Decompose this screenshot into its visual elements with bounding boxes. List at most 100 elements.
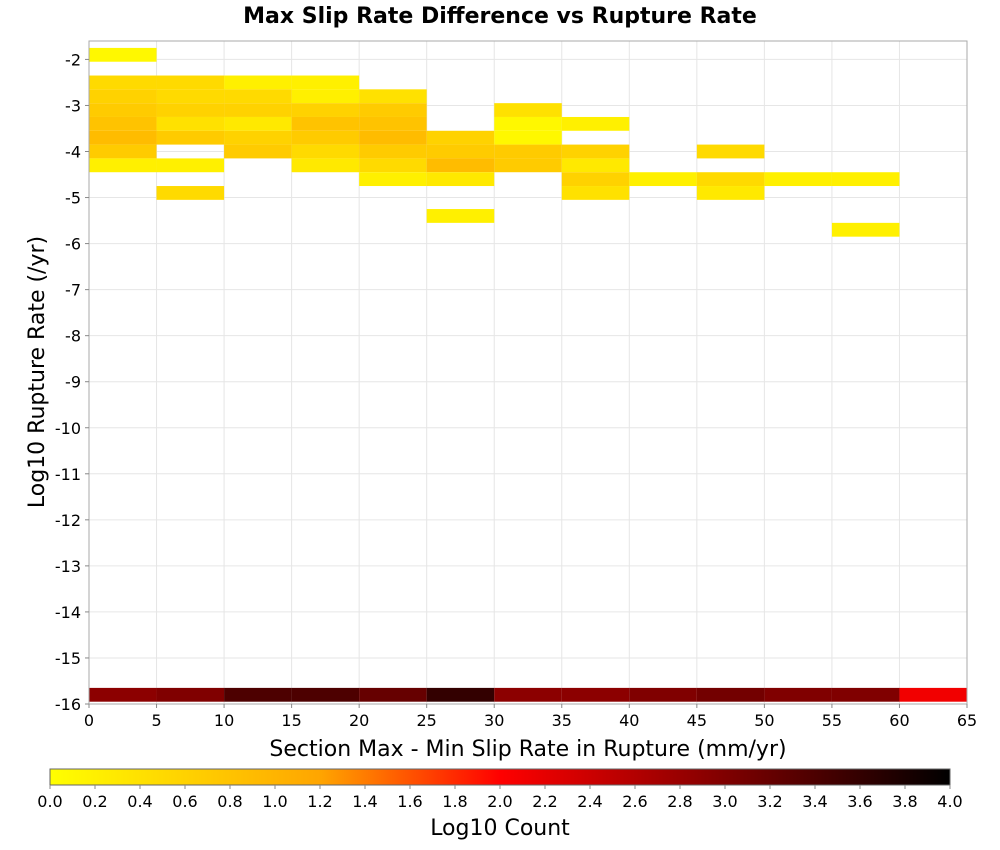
colorbar-tick-label: 2.0	[487, 792, 512, 811]
y-tick-label: -13	[55, 557, 81, 576]
heatmap-cell	[494, 687, 562, 702]
heatmap-cell	[156, 103, 225, 117]
colorbar-tick-label: 2.4	[577, 792, 602, 811]
heatmap-cell	[764, 687, 832, 702]
heatmap-cell	[629, 172, 697, 187]
plot-border	[88, 40, 968, 705]
heatmap-cell	[359, 144, 427, 159]
colorbar-tick-label: 0.6	[172, 792, 197, 811]
heatmap-cell	[696, 172, 765, 187]
x-tick-label: 60	[889, 711, 909, 730]
x-tick-label: 35	[552, 711, 572, 730]
x-tick-label: 50	[754, 711, 774, 730]
y-tick-label: -9	[65, 373, 81, 392]
colorbar-tick-label: 1.0	[262, 792, 287, 811]
heatmap-cell	[291, 75, 360, 90]
x-tick-label: 55	[822, 711, 842, 730]
heatmap-cell	[291, 130, 360, 145]
heatmap-cell	[831, 687, 900, 702]
heatmap-cell	[561, 172, 630, 187]
colorbar-tick-label: 3.8	[892, 792, 917, 811]
heatmap-cell	[494, 103, 562, 117]
heatmap-cell	[494, 116, 562, 131]
heatmap-cell	[561, 186, 630, 200]
y-tick-label: -4	[65, 143, 81, 162]
heatmap-cell	[89, 130, 157, 145]
heatmap-cell	[359, 172, 427, 187]
heatmap-cell	[359, 103, 427, 117]
heatmap-cell	[494, 158, 562, 173]
heatmap-cell	[359, 158, 427, 173]
colorbar-label: Log10 Count	[430, 816, 570, 841]
x-tick-label: 10	[214, 711, 234, 730]
colorbar-tick-label: 1.6	[397, 792, 422, 811]
y-tick-label: -2	[65, 50, 81, 69]
heatmap-cell	[291, 89, 360, 104]
x-tick-label: 25	[417, 711, 437, 730]
heatmap-cell	[359, 116, 427, 131]
colorbar-tick-label: 1.8	[442, 792, 467, 811]
heatmap-cell	[89, 687, 157, 702]
heatmap-cell	[224, 130, 292, 145]
y-axis-ticks: -2 -3 -4 -5 -6 -7 -8 -9 -10 -11 -12 -13 -14 -15 -16	[55, 50, 89, 714]
heatmap-cell	[561, 116, 630, 131]
heatmap-cell	[224, 687, 292, 702]
colorbar-tick-label: 2.8	[667, 792, 692, 811]
y-tick-label: -16	[55, 695, 81, 714]
heatmap-cell	[224, 75, 292, 90]
colorbar-tick-label: 4.0	[937, 792, 962, 811]
heatmap-cell	[89, 144, 157, 159]
heatmap-cell	[426, 172, 495, 187]
heatmap-cell	[291, 116, 360, 131]
heatmap-cell	[696, 186, 765, 200]
y-tick-label: -7	[65, 281, 81, 300]
heatmap-cell	[224, 144, 292, 159]
heatmap-cell	[156, 75, 225, 90]
heatmap-cell	[426, 687, 495, 702]
heatmap-cell	[89, 116, 157, 131]
heatmap-cell	[224, 116, 292, 131]
colorbar-tick-label: 2.2	[532, 792, 557, 811]
x-axis-label: Section Max - Min Slip Rate in Rupture (…	[269, 737, 786, 762]
heatmap-cell	[89, 103, 157, 117]
heatmap-cell	[696, 687, 765, 702]
y-tick-label: -10	[55, 419, 81, 438]
heatmap-cell	[156, 158, 225, 173]
heatmap-cells	[89, 47, 967, 702]
heatmap-cell	[359, 687, 427, 702]
heatmap-cell	[494, 144, 562, 159]
heatmap-cell	[426, 130, 495, 145]
x-tick-label: 40	[619, 711, 639, 730]
heatmap-cell	[89, 47, 157, 62]
heatmap-cell	[426, 209, 495, 223]
heatmap-cell	[426, 144, 495, 159]
colorbar-tick-label: 2.6	[622, 792, 647, 811]
heatmap-cell	[89, 89, 157, 104]
colorbar-tick-label: 3.0	[712, 792, 737, 811]
colorbar-tick-label: 0.0	[37, 792, 62, 811]
colorbar-tick-label: 0.2	[82, 792, 107, 811]
y-axis-label: Log10 Rupture Rate (/yr)	[25, 236, 50, 508]
heatmap-cell	[291, 144, 360, 159]
x-axis-ticks: 0 5 10 15 20 25 30 35 40 45 50 55 60 65	[84, 704, 977, 730]
x-tick-label: 20	[349, 711, 369, 730]
chart-title: Max Slip Rate Difference vs Rupture Rate	[243, 4, 757, 29]
heatmap-cell	[156, 116, 225, 131]
x-tick-label: 45	[687, 711, 707, 730]
colorbar-tick-label: 3.4	[802, 792, 827, 811]
heatmap-cell	[224, 103, 292, 117]
y-tick-label: -3	[65, 96, 81, 115]
heatmap-cell	[156, 130, 225, 145]
heatmap-cell	[156, 687, 225, 702]
x-tick-label: 5	[151, 711, 161, 730]
x-tick-label: 15	[281, 711, 301, 730]
x-tick-label: 30	[484, 711, 504, 730]
heatmap-cell	[426, 158, 495, 173]
colorbar-tick-label: 0.4	[127, 792, 152, 811]
y-tick-label: -6	[65, 235, 81, 254]
y-tick-label: -12	[55, 511, 81, 530]
heatmap-cell	[561, 687, 630, 702]
heatmap-cell	[156, 186, 225, 200]
y-tick-label: -8	[65, 327, 81, 346]
